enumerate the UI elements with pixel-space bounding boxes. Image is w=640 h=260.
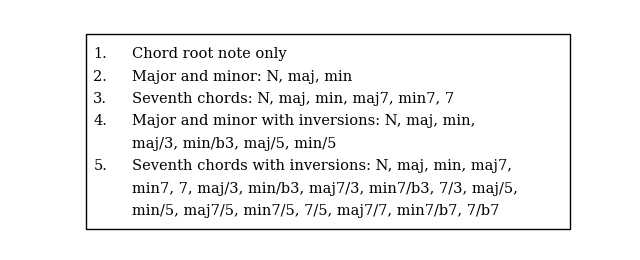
Text: Chord root note only: Chord root note only [132,47,287,61]
Text: min7, 7, maj/3, min/b3, maj7/3, min7/b3, 7/3, maj/5,: min7, 7, maj/3, min/b3, maj7/3, min7/b3,… [132,182,518,196]
Text: Major and minor with inversions: N, maj, min,: Major and minor with inversions: N, maj,… [132,114,476,128]
Text: 3.: 3. [93,92,108,106]
Text: 4.: 4. [93,114,108,128]
Text: 2.: 2. [93,70,108,84]
Text: 1.: 1. [93,47,108,61]
Text: 5.: 5. [93,159,108,173]
Text: Major and minor: N, maj, min: Major and minor: N, maj, min [132,70,353,84]
Text: maj/3, min/b3, maj/5, min/5: maj/3, min/b3, maj/5, min/5 [132,137,337,151]
Text: Seventh chords: N, maj, min, maj7, min7, 7: Seventh chords: N, maj, min, maj7, min7,… [132,92,454,106]
Text: min/5, maj7/5, min7/5, 7/5, maj7/7, min7/b7, 7/b7: min/5, maj7/5, min7/5, 7/5, maj7/7, min7… [132,204,499,218]
Text: Seventh chords with inversions: N, maj, min, maj7,: Seventh chords with inversions: N, maj, … [132,159,512,173]
